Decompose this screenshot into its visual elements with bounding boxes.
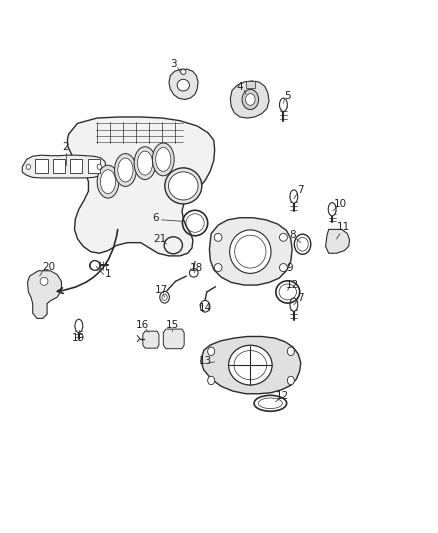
Text: 19: 19 (72, 333, 85, 343)
Polygon shape (143, 331, 159, 348)
Text: 9: 9 (286, 263, 293, 272)
Ellipse shape (162, 294, 167, 301)
Polygon shape (325, 229, 350, 253)
Ellipse shape (100, 169, 116, 193)
Ellipse shape (290, 298, 298, 311)
Polygon shape (163, 329, 184, 349)
Ellipse shape (97, 165, 119, 198)
Polygon shape (67, 117, 215, 256)
Ellipse shape (287, 376, 294, 385)
Ellipse shape (90, 261, 100, 270)
Bar (88, 159, 100, 173)
Text: 7: 7 (297, 184, 304, 195)
Text: 11: 11 (336, 222, 350, 232)
Ellipse shape (208, 376, 215, 385)
Ellipse shape (279, 98, 287, 111)
Text: 17: 17 (155, 285, 168, 295)
Ellipse shape (328, 203, 336, 216)
Ellipse shape (169, 172, 198, 200)
Text: 15: 15 (166, 320, 179, 330)
Ellipse shape (208, 347, 215, 356)
Bar (70, 159, 82, 173)
Bar (53, 159, 65, 173)
Ellipse shape (160, 292, 170, 303)
Ellipse shape (40, 277, 48, 285)
Ellipse shape (138, 151, 152, 175)
Ellipse shape (181, 69, 186, 75)
Text: 10: 10 (333, 199, 346, 209)
Ellipse shape (134, 147, 156, 180)
Ellipse shape (165, 168, 202, 204)
Text: 8: 8 (289, 230, 295, 240)
Text: 16: 16 (136, 320, 149, 330)
Text: 2: 2 (63, 142, 69, 152)
Polygon shape (28, 271, 61, 318)
Ellipse shape (152, 143, 174, 176)
Ellipse shape (279, 264, 287, 271)
Ellipse shape (242, 90, 258, 110)
Text: 13: 13 (198, 356, 212, 366)
Ellipse shape (200, 301, 210, 312)
Text: 4: 4 (237, 82, 243, 92)
Polygon shape (201, 336, 301, 394)
Ellipse shape (26, 164, 31, 169)
Ellipse shape (177, 79, 189, 91)
Ellipse shape (287, 347, 294, 356)
Ellipse shape (214, 233, 222, 241)
Bar (246, 81, 254, 88)
Ellipse shape (234, 351, 267, 379)
Text: 12: 12 (286, 280, 299, 290)
Polygon shape (209, 217, 292, 285)
Ellipse shape (118, 158, 133, 182)
Text: 3: 3 (170, 59, 177, 69)
Ellipse shape (214, 264, 222, 271)
Ellipse shape (279, 233, 287, 241)
Ellipse shape (89, 261, 100, 270)
Ellipse shape (97, 164, 102, 169)
Polygon shape (230, 81, 269, 118)
Text: 14: 14 (198, 303, 212, 313)
Ellipse shape (155, 148, 171, 171)
Ellipse shape (229, 345, 272, 385)
Ellipse shape (235, 235, 266, 268)
Text: 6: 6 (152, 213, 159, 223)
Text: 12: 12 (276, 391, 289, 401)
Ellipse shape (189, 269, 198, 277)
Bar (35, 159, 47, 173)
Text: 21: 21 (154, 234, 167, 244)
Ellipse shape (230, 230, 271, 273)
Polygon shape (169, 69, 198, 100)
Ellipse shape (246, 94, 255, 106)
Ellipse shape (115, 154, 136, 187)
Text: 18: 18 (190, 263, 203, 272)
Polygon shape (22, 155, 106, 178)
Ellipse shape (75, 319, 83, 333)
Ellipse shape (290, 190, 298, 203)
Text: 20: 20 (42, 262, 55, 271)
Text: 5: 5 (284, 91, 291, 101)
Text: 7: 7 (297, 293, 304, 303)
Text: 1: 1 (105, 270, 111, 279)
